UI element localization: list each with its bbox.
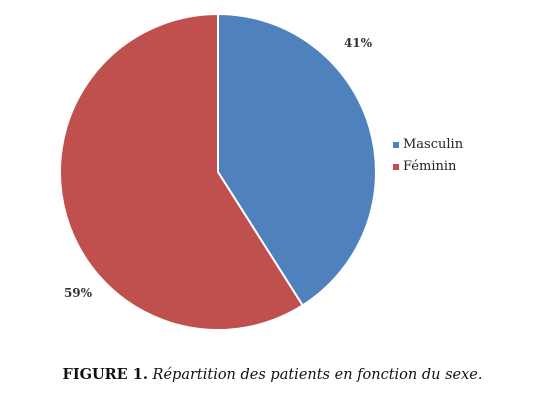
legend-swatch-2 — [393, 164, 399, 170]
pie-slice-feminin — [59, 12, 305, 331]
chart-legend: Masculin Féminin — [393, 137, 464, 174]
pie-slices — [59, 12, 377, 331]
legend-swatch-1 — [393, 142, 399, 148]
figure-caption: FIGURE 1. Répartition des patients en fo… — [0, 366, 545, 383]
pie-data-labels: 41% 59% — [64, 36, 373, 300]
figure-caption-text: Répartition des patients en fonction du … — [152, 367, 483, 383]
legend-label-2: Féminin — [403, 159, 457, 174]
data-label-1: 41% — [344, 36, 373, 50]
legend-label-1: Masculin — [403, 137, 464, 152]
data-label-2: 59% — [64, 286, 93, 300]
pie-chart: 41% 59% Masculin Féminin — [59, 12, 464, 331]
figure-number: FIGURE 1. — [62, 366, 148, 383]
